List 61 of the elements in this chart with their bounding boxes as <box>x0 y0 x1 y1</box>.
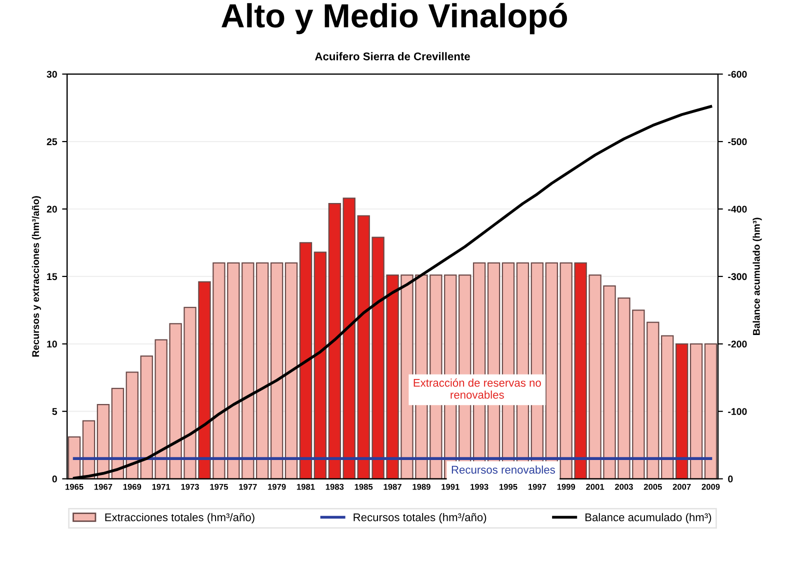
bar <box>690 343 703 479</box>
bar <box>68 436 81 479</box>
legend-label: Extracciones totales (hm³/año) <box>105 513 254 524</box>
bar <box>284 262 298 479</box>
chart-title: Alto y Medio Vinalopó <box>222 2 567 34</box>
bar <box>111 388 124 479</box>
y-tick-label: 15 <box>47 273 58 280</box>
y-tick-label: 30 <box>46 70 57 78</box>
x-tick-label: 1979 <box>268 484 286 490</box>
x-tick-label: 1969 <box>123 484 142 490</box>
bar <box>675 343 688 479</box>
x-tick-label: 1981 <box>296 484 315 490</box>
bar <box>328 203 342 479</box>
y2-tick-label: -100 <box>728 408 747 415</box>
y-tick-label: 25 <box>46 138 58 146</box>
legend-label: Recursos totales (hm³/año) <box>354 513 486 524</box>
x-tick-label: 1985 <box>354 484 373 490</box>
bar <box>270 262 284 479</box>
x-tick-label: 1983 <box>326 484 344 490</box>
x-tick-label: 1977 <box>239 484 257 490</box>
x-tick-label: 2001 <box>586 484 604 490</box>
x-tick-label: 1993 <box>470 484 488 490</box>
x-tick-label: 2007 <box>672 484 691 490</box>
x-tick-label: 1965 <box>66 484 84 490</box>
y2-axis-title: Balance acumulado (hm³) <box>752 218 762 335</box>
x-tick-label: 1987 <box>384 484 402 490</box>
x-tick-label: 2005 <box>644 484 662 490</box>
y2-tick-label: 0 <box>728 476 733 482</box>
x-tick-label: 1991 <box>442 484 460 490</box>
y-tick-label: 20 <box>46 206 57 213</box>
bar <box>342 198 356 479</box>
x-tick-label: 1975 <box>210 484 228 490</box>
x-tick-label: 2009 <box>702 484 720 490</box>
annotation: Extracción de reservas no renovables <box>414 378 541 399</box>
bar <box>96 404 110 479</box>
y2-tick-label: -200 <box>728 340 747 348</box>
y2-tick-label: -400 <box>728 206 747 213</box>
legend-label: Balance acumulado (hm³) <box>585 513 712 524</box>
bar <box>314 252 327 479</box>
y2-tick-label: -300 <box>728 273 747 280</box>
chart-subtitle: Acuifero Sierra de Crevillente <box>315 52 470 60</box>
bar <box>661 335 674 479</box>
bar <box>126 372 138 479</box>
x-tick-label: 1999 <box>557 484 576 490</box>
bar <box>704 343 718 479</box>
y-tick-label: 10 <box>47 340 57 348</box>
bar <box>299 242 312 479</box>
x-tick-label: 1997 <box>528 484 546 490</box>
bar <box>256 262 269 479</box>
y-axis-title: Recursos y extracciones (hm³/año) <box>32 196 41 357</box>
y-tick-label: 5 <box>52 408 58 415</box>
y2-tick-label: -600 <box>728 70 747 78</box>
annotation: Recursos renovables <box>452 466 555 474</box>
x-tick-label: 2003 <box>614 484 633 490</box>
y-tick-label: 0 <box>52 476 57 482</box>
x-tick-label: 1971 <box>152 484 170 490</box>
y2-tick-label: -500 <box>728 138 747 146</box>
x-tick-label: 1995 <box>500 484 518 490</box>
x-tick-label: 1973 <box>181 484 199 490</box>
x-tick-label: 1967 <box>94 484 112 490</box>
x-tick-label: 1989 <box>412 484 430 490</box>
